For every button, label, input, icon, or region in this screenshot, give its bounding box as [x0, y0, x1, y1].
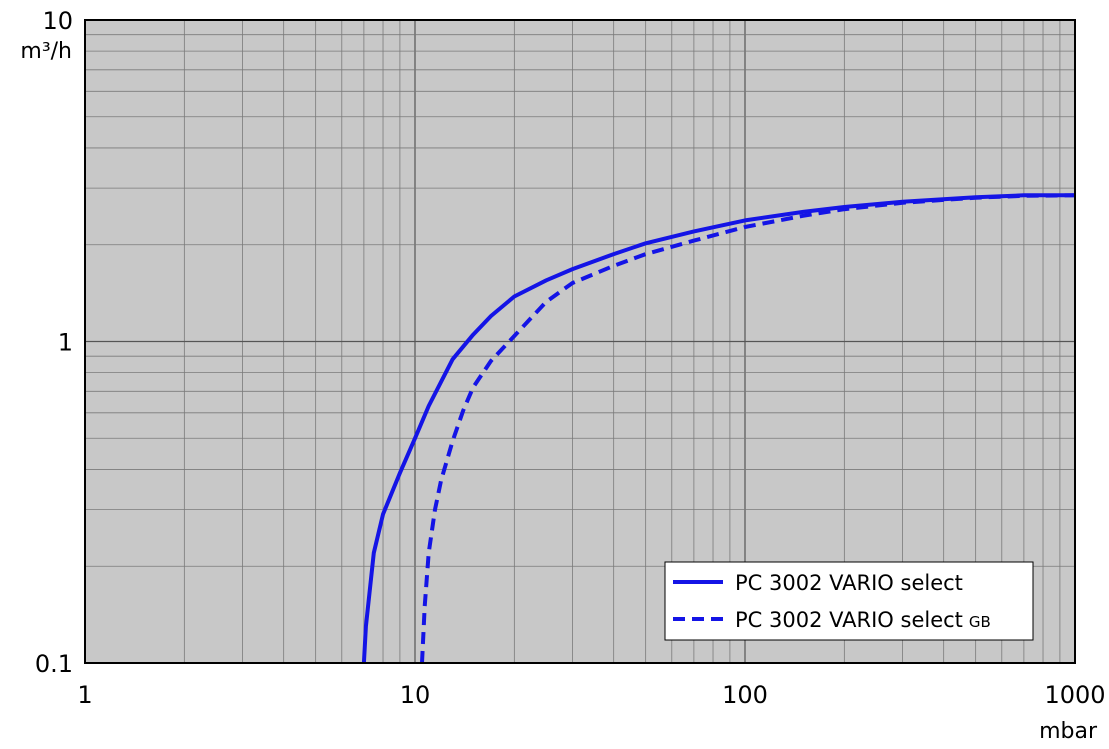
- y-tick-label: 1: [58, 329, 73, 357]
- x-tick-label: 100: [722, 681, 768, 709]
- series-layer: [361, 193, 1076, 664]
- legend-box: [664, 561, 1034, 641]
- plot-frame: [84, 19, 1076, 664]
- legend-label-1: PC 3002 VARIO select: [735, 571, 963, 595]
- x-tick-label: 1: [77, 681, 92, 709]
- y-tick-label: 0.1: [35, 650, 73, 678]
- legend-label-2: PC 3002 VARIO select GB: [735, 608, 991, 632]
- x-tick-label: 1000: [1044, 681, 1105, 709]
- y-tick-label: 10: [42, 7, 73, 35]
- grid: [85, 20, 1075, 663]
- x-unit-label: mbar: [1039, 719, 1098, 744]
- legend: PC 3002 VARIO select PC 3002 VARIO select…: [664, 561, 1034, 641]
- y-unit-label: m³/h: [20, 39, 72, 64]
- x-tick-label: 10: [400, 681, 431, 709]
